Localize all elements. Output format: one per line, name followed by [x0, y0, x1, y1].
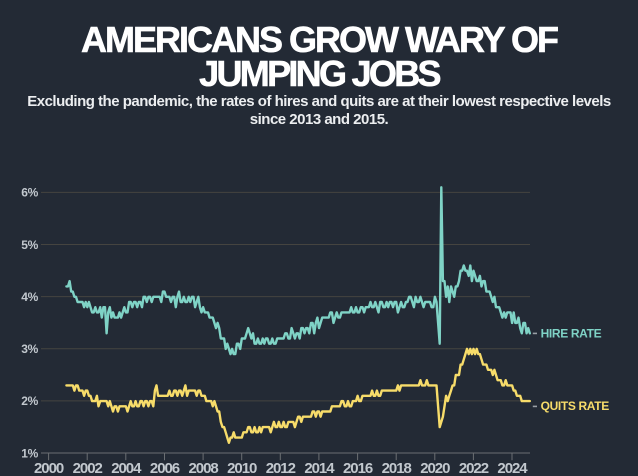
svg-text:HIRE RATE: HIRE RATE	[541, 327, 602, 341]
svg-text:2018: 2018	[382, 460, 412, 476]
svg-text:2012: 2012	[266, 460, 296, 476]
svg-text:2%: 2%	[21, 394, 38, 408]
svg-text:2022: 2022	[459, 460, 489, 476]
svg-text:2014: 2014	[304, 460, 335, 476]
svg-text:2020: 2020	[420, 460, 450, 476]
svg-text:4%: 4%	[21, 290, 38, 304]
svg-text:2016: 2016	[343, 460, 373, 476]
svg-text:2006: 2006	[150, 460, 180, 476]
svg-text:2010: 2010	[227, 460, 257, 476]
svg-text:2002: 2002	[73, 460, 103, 476]
svg-text:3%: 3%	[21, 342, 38, 356]
svg-text:2000: 2000	[34, 460, 64, 476]
svg-text:QUITS RATE: QUITS RATE	[541, 399, 610, 413]
svg-text:6%: 6%	[21, 186, 38, 200]
svg-text:1%: 1%	[21, 446, 38, 460]
svg-text:2004: 2004	[111, 460, 142, 476]
svg-text:5%: 5%	[21, 238, 38, 252]
svg-text:2008: 2008	[189, 460, 219, 476]
svg-text:2024: 2024	[497, 460, 528, 476]
